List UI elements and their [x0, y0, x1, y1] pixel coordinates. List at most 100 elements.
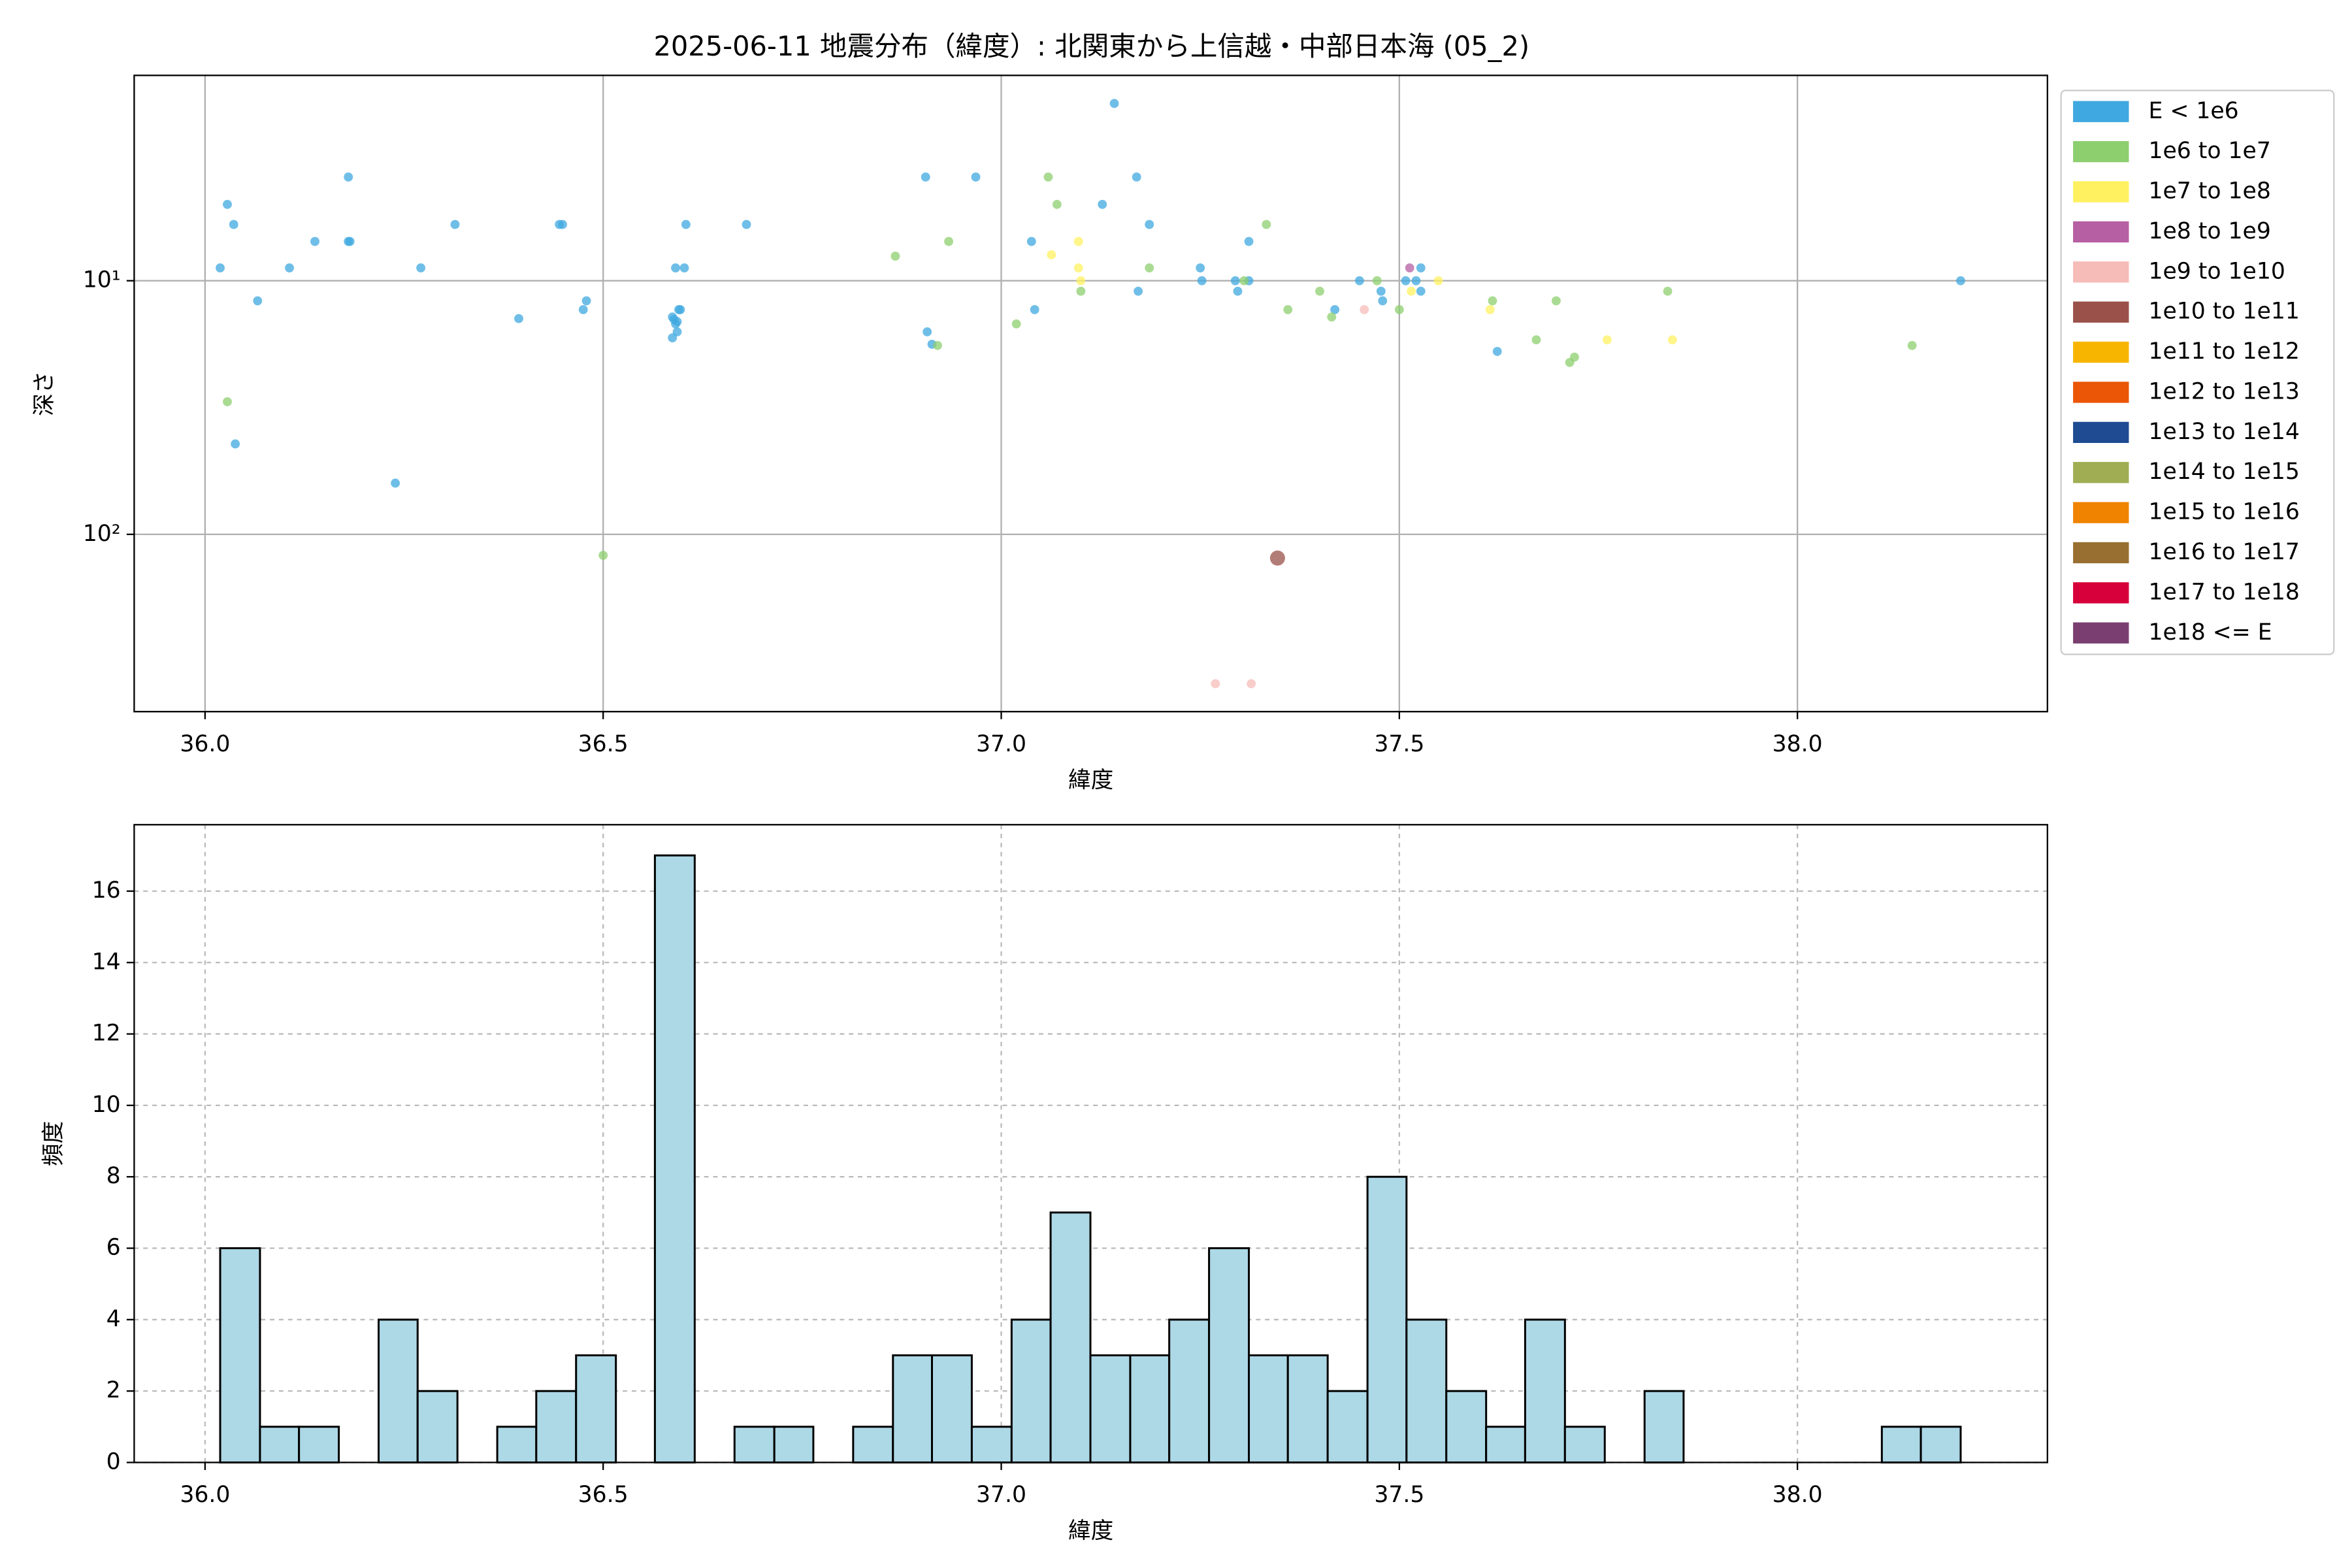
legend-label: 1e8 to 1e9 [2148, 218, 2270, 244]
data-point [310, 237, 319, 246]
data-point [1667, 335, 1677, 345]
bar [773, 1426, 815, 1463]
data-point [223, 397, 232, 406]
data-point [1416, 286, 1426, 296]
x-tick-label: 37.5 [1374, 731, 1424, 757]
y-tick-label: 10¹ [83, 267, 121, 293]
data-point [1052, 199, 1062, 209]
legend-label: 1e11 to 1e12 [2148, 338, 2299, 365]
bar [535, 1390, 578, 1463]
data-point [1197, 276, 1207, 286]
data-point [742, 220, 751, 229]
x-tick-label: 37.5 [1374, 1482, 1424, 1508]
data-point [1098, 199, 1107, 209]
y-tick-label: 0 [106, 1448, 121, 1475]
data-point [229, 220, 238, 229]
plot-frame [133, 74, 2048, 713]
data-point [1663, 286, 1673, 296]
data-point [1026, 237, 1036, 246]
legend-swatch [2073, 542, 2129, 564]
y-axis-label: 頻度 [41, 1121, 67, 1166]
x-axis-label: 緯度 [1068, 767, 1113, 793]
data-point [1073, 263, 1083, 272]
data-point [1416, 263, 1426, 272]
bar [1643, 1390, 1685, 1463]
data-point [558, 220, 567, 229]
bar [892, 1354, 933, 1463]
x-axis-label: 緯度 [1068, 1518, 1113, 1544]
bar [653, 854, 696, 1463]
data-point [1492, 346, 1502, 356]
legend-label: 1e13 to 1e14 [2148, 419, 2299, 445]
data-point [1134, 286, 1143, 296]
data-point [1485, 305, 1495, 314]
data-point [681, 220, 691, 229]
data-point [671, 263, 681, 272]
bar [416, 1390, 459, 1463]
data-point [1378, 296, 1388, 306]
legend-label: 1e16 to 1e17 [2148, 539, 2299, 565]
y-tick-label: 12 [92, 1021, 121, 1047]
data-point [1145, 263, 1154, 272]
bar [1208, 1247, 1250, 1463]
data-point [1076, 276, 1086, 286]
data-point [1401, 276, 1411, 286]
bar [1366, 1175, 1408, 1463]
legend-swatch [2073, 101, 2129, 122]
legend-swatch [2073, 341, 2129, 363]
legend-swatch [2073, 622, 2129, 644]
legend-label: 1e6 to 1e7 [2148, 138, 2270, 164]
data-point [1552, 296, 1561, 306]
data-point [1145, 220, 1154, 229]
data-point [1405, 263, 1414, 272]
data-point [1073, 237, 1083, 246]
data-point [1262, 220, 1271, 229]
data-point [944, 237, 954, 246]
legend-label: 1e12 to 1e13 [2148, 378, 2299, 404]
data-point [971, 172, 981, 182]
data-point [1196, 263, 1205, 272]
bar [852, 1426, 894, 1463]
data-point [285, 263, 294, 272]
data-point [216, 263, 225, 272]
data-point [578, 305, 588, 314]
legend-label: 1e9 to 1e10 [2148, 258, 2285, 284]
bar [930, 1354, 973, 1463]
bar [1445, 1390, 1488, 1463]
data-point [1411, 276, 1421, 286]
bar [970, 1426, 1013, 1463]
legend-swatch [2073, 221, 2129, 243]
data-point [1244, 237, 1254, 246]
data-point [416, 263, 426, 272]
bar [1286, 1354, 1329, 1463]
data-point [1330, 305, 1340, 314]
data-point [581, 296, 591, 306]
x-tick-label: 38.0 [1772, 1482, 1823, 1508]
bar [496, 1426, 538, 1463]
data-point [1531, 335, 1541, 345]
legend-swatch [2073, 261, 2129, 283]
x-tick-label: 37.0 [976, 1482, 1026, 1508]
data-point [1372, 276, 1382, 286]
data-point [1376, 286, 1386, 296]
legend-swatch [2073, 421, 2129, 443]
x-tick-label: 38.0 [1772, 731, 1823, 757]
data-point [1433, 276, 1443, 286]
data-point [1570, 352, 1579, 362]
legend-swatch [2073, 141, 2129, 163]
bar [1010, 1318, 1052, 1463]
legend-box [2060, 90, 2335, 655]
bar [259, 1426, 301, 1463]
bar [1919, 1426, 1962, 1463]
data-point [1211, 679, 1220, 689]
data-point [679, 263, 689, 272]
y-tick-label: 16 [92, 877, 121, 904]
x-tick-label: 36.0 [180, 731, 230, 757]
legend-swatch [2073, 582, 2129, 604]
legend-swatch [2073, 382, 2129, 403]
data-point [1030, 305, 1039, 314]
y-tick-label: 6 [106, 1235, 121, 1261]
legend-swatch [2073, 181, 2129, 203]
legend-label: 1e18 <= E [2148, 619, 2272, 645]
